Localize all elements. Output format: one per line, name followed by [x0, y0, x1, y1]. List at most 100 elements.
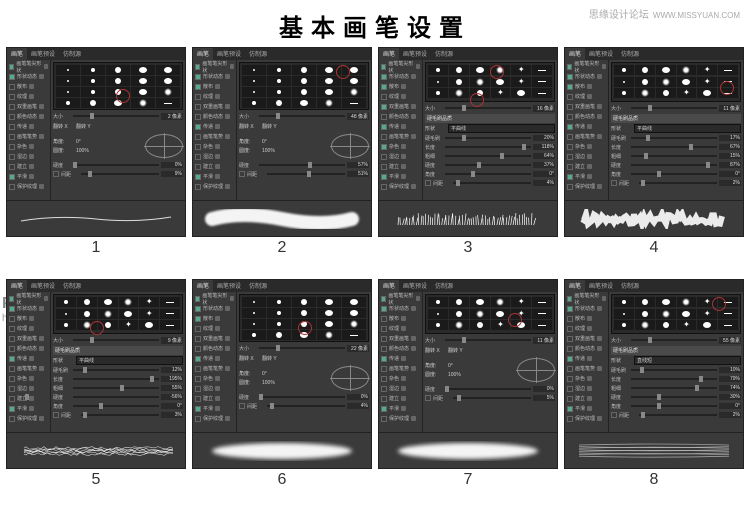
brush-thumb[interactable]: [697, 320, 717, 330]
checkbox-icon[interactable]: [567, 346, 573, 352]
slider[interactable]: [267, 405, 345, 407]
tab-brush[interactable]: 画笔: [7, 48, 27, 60]
checkbox-icon[interactable]: [567, 134, 573, 140]
brush-thumb[interactable]: [532, 320, 552, 330]
brush-thumb[interactable]: [342, 65, 366, 75]
checkbox-icon[interactable]: [9, 356, 15, 362]
checkbox-icon[interactable]: [381, 184, 387, 190]
checkbox-icon[interactable]: [9, 296, 14, 302]
shape-dropdown[interactable]: 平曲线: [76, 356, 183, 365]
brush-thumb[interactable]: [156, 76, 180, 86]
brush-thumb[interactable]: [656, 65, 676, 75]
sidebar-option[interactable]: 传递: [9, 122, 48, 131]
brush-thumb[interactable]: [342, 330, 366, 340]
brush-thumb[interactable]: [342, 319, 366, 329]
brush-thumb[interactable]: [317, 76, 341, 86]
brush-thumb[interactable]: [317, 297, 341, 307]
checkbox-icon[interactable]: [195, 346, 201, 352]
checkbox-icon[interactable]: [9, 114, 15, 120]
sidebar-option[interactable]: 杂色: [381, 142, 420, 151]
brush-thumb[interactable]: [614, 297, 634, 307]
sidebar-option[interactable]: 画笔笔尖形状: [9, 62, 48, 71]
tab-clone[interactable]: 仿制源: [431, 280, 457, 292]
brush-thumb[interactable]: [77, 320, 97, 330]
sidebar-option[interactable]: 散布: [567, 82, 606, 91]
sidebar-option[interactable]: 形状动态: [195, 72, 234, 81]
brush-thumb[interactable]: [267, 308, 291, 318]
brush-thumb[interactable]: [614, 77, 634, 87]
sidebar-option[interactable]: 颜色动态: [195, 112, 234, 121]
checkbox-icon[interactable]: [195, 134, 201, 140]
checkbox-icon[interactable]: [567, 316, 573, 322]
slider[interactable]: [631, 387, 717, 389]
brush-thumb[interactable]: [428, 320, 448, 330]
brush-thumb[interactable]: [56, 65, 80, 75]
brush-thumb[interactable]: [428, 88, 448, 98]
checkbox-icon[interactable]: [195, 104, 201, 110]
sidebar-option[interactable]: 纹理: [195, 324, 234, 333]
checkbox-icon[interactable]: [195, 336, 201, 342]
sidebar-option[interactable]: 散布: [567, 314, 606, 323]
sidebar-option[interactable]: 散布: [195, 314, 234, 323]
sidebar-option[interactable]: 画笔笔尖形状: [195, 62, 234, 71]
slider[interactable]: [631, 137, 717, 139]
tab-presets[interactable]: 画笔预设: [27, 48, 59, 60]
brush-thumb[interactable]: [449, 65, 469, 75]
slider[interactable]: [445, 137, 531, 139]
brush-thumb[interactable]: [242, 308, 266, 318]
brush-thumb[interactable]: [242, 76, 266, 86]
slider[interactable]: [639, 182, 717, 184]
brush-thumb[interactable]: [77, 297, 97, 307]
sidebar-option[interactable]: 建立: [9, 162, 48, 171]
brush-thumb[interactable]: [267, 330, 291, 340]
sidebar-option[interactable]: 画笔笔尖形状: [381, 62, 420, 71]
sidebar-option[interactable]: 双重画笔: [381, 102, 420, 111]
brush-thumb[interactable]: ✦: [677, 88, 697, 98]
sidebar-option[interactable]: 形状动态: [381, 304, 420, 313]
sidebar-option[interactable]: 画笔笔尖形状: [381, 294, 420, 303]
checkbox-icon[interactable]: [567, 164, 573, 170]
tab-brush[interactable]: 画笔: [565, 280, 585, 292]
sidebar-option[interactable]: 画笔笔势: [9, 132, 48, 141]
checkbox-icon[interactable]: [9, 386, 15, 392]
size-slider[interactable]: [445, 339, 531, 341]
brush-thumb[interactable]: [267, 76, 291, 86]
sidebar-option[interactable]: 建立: [381, 162, 420, 171]
sidebar-option[interactable]: 颜色动态: [381, 344, 420, 353]
brush-thumb[interactable]: [342, 87, 366, 97]
checkbox-icon[interactable]: [195, 406, 201, 412]
size-slider[interactable]: [445, 107, 531, 109]
brush-thumb[interactable]: [491, 297, 511, 307]
checkbox-icon[interactable]: [195, 174, 201, 180]
brush-thumb[interactable]: ✦: [697, 65, 717, 75]
sidebar-option[interactable]: 传递: [9, 354, 48, 363]
sidebar-option[interactable]: 画笔笔尖形状: [9, 294, 48, 303]
angle-control[interactable]: [517, 358, 555, 382]
sidebar-option[interactable]: 杂色: [195, 142, 234, 151]
slider[interactable]: [73, 369, 159, 371]
checkbox-icon[interactable]: [381, 296, 386, 302]
checkbox-icon[interactable]: [9, 174, 15, 180]
checkbox-icon[interactable]: [567, 174, 573, 180]
brush-thumb[interactable]: [267, 98, 291, 108]
brush-thumb[interactable]: [267, 319, 291, 329]
sidebar-option[interactable]: 平滑: [381, 404, 420, 413]
brush-thumb[interactable]: [98, 320, 118, 330]
slider[interactable]: [639, 414, 717, 416]
brush-thumb[interactable]: [718, 309, 738, 319]
brush-thumb[interactable]: [160, 297, 180, 307]
slider[interactable]: [445, 164, 531, 166]
brush-thumb[interactable]: [267, 297, 291, 307]
brush-thumb[interactable]: [614, 320, 634, 330]
slider[interactable]: [631, 405, 717, 407]
brush-thumb[interactable]: [697, 88, 717, 98]
brush-thumb[interactable]: ✦: [491, 88, 511, 98]
checkbox-icon[interactable]: [567, 376, 573, 382]
tab-clone[interactable]: 仿制源: [617, 48, 643, 60]
brush-thumb[interactable]: [470, 88, 490, 98]
slider[interactable]: [631, 378, 717, 380]
checkbox-icon[interactable]: [195, 316, 201, 322]
checkbox-icon[interactable]: [9, 366, 15, 372]
brush-thumb[interactable]: ✦: [491, 320, 511, 330]
sidebar-option[interactable]: 颜色动态: [567, 344, 606, 353]
